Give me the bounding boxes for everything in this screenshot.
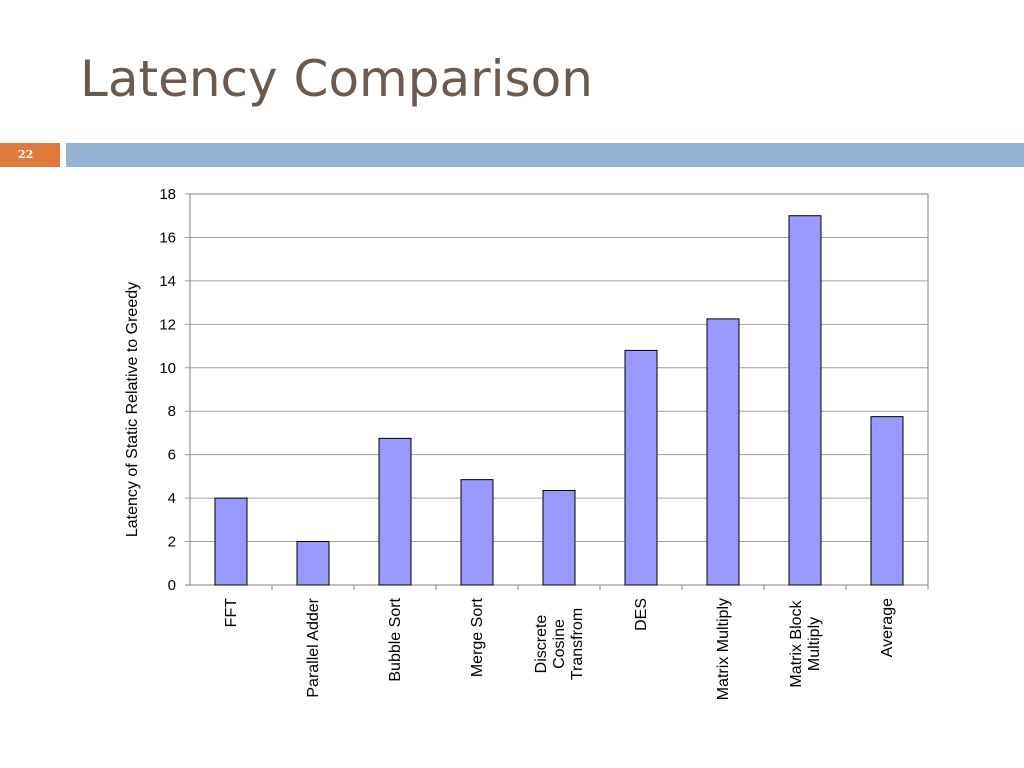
x-tick-label: Bubble Sort bbox=[387, 597, 404, 681]
x-tick-label-line: Transfrom bbox=[569, 608, 586, 680]
y-tick-label: 10 bbox=[159, 360, 176, 377]
x-tick-label: Merge Sort bbox=[469, 597, 486, 677]
header-divider-bar bbox=[66, 143, 1024, 167]
y-tick-label: 12 bbox=[159, 316, 176, 333]
x-tick-label-line: Bubble Sort bbox=[387, 597, 404, 681]
x-tick-label-line: Parallel Adder bbox=[305, 597, 322, 697]
page-number-badge: 22 bbox=[0, 143, 60, 167]
x-tick-label: FFT bbox=[223, 598, 240, 628]
x-tick-label: DiscreteCosineTransfrom bbox=[533, 608, 586, 680]
x-tick-label: Matrix BlockMultiply bbox=[788, 599, 823, 687]
x-tick-label-line: Matrix Multiply bbox=[715, 598, 732, 700]
x-tick-label-line: DES bbox=[633, 598, 650, 631]
y-axis-label: Latency of Static Relative to Greedy bbox=[124, 282, 141, 537]
x-tick-label: Parallel Adder bbox=[305, 597, 322, 697]
y-tick-labels: 0 2 4 6 8 10 12 14 16 18 bbox=[159, 186, 176, 594]
y-tick-label: 18 bbox=[159, 186, 176, 203]
bar bbox=[460, 479, 494, 586]
x-tick-label: Average bbox=[879, 598, 896, 657]
bar bbox=[624, 349, 658, 586]
y-tick-label: 6 bbox=[168, 447, 176, 464]
bars bbox=[214, 215, 904, 586]
bar bbox=[542, 490, 576, 586]
x-tick-label-line: FFT bbox=[223, 598, 240, 628]
x-tick-label-line: Matrix Block bbox=[788, 599, 805, 687]
x-tick-label: DES bbox=[633, 598, 650, 631]
bar bbox=[296, 541, 330, 586]
x-tick-label-line: Multiply bbox=[806, 617, 823, 671]
bar bbox=[214, 497, 248, 586]
y-tick-label: 0 bbox=[168, 577, 176, 594]
y-tick-label: 4 bbox=[168, 490, 176, 507]
y-tick-label: 14 bbox=[159, 273, 176, 290]
x-tick-labels: FFT Parallel Adder Bubble Sort Merge Sort Di… bbox=[223, 597, 896, 700]
bar bbox=[870, 416, 904, 586]
y-tick-label: 2 bbox=[168, 534, 176, 551]
x-tick-label-line: Merge Sort bbox=[469, 597, 486, 677]
y-tick-label: 8 bbox=[168, 403, 176, 420]
x-tick-label-line: Discrete bbox=[533, 615, 550, 674]
x-tick-label: Matrix Multiply bbox=[715, 598, 732, 700]
x-tick-label-line: Average bbox=[879, 598, 896, 657]
bar bbox=[706, 318, 740, 586]
slide-title: Latency Comparison bbox=[80, 50, 593, 108]
y-tick-label: 16 bbox=[159, 229, 176, 246]
x-tick-label-line: Cosine bbox=[551, 619, 568, 669]
bar bbox=[378, 437, 412, 586]
bar bbox=[788, 215, 822, 586]
